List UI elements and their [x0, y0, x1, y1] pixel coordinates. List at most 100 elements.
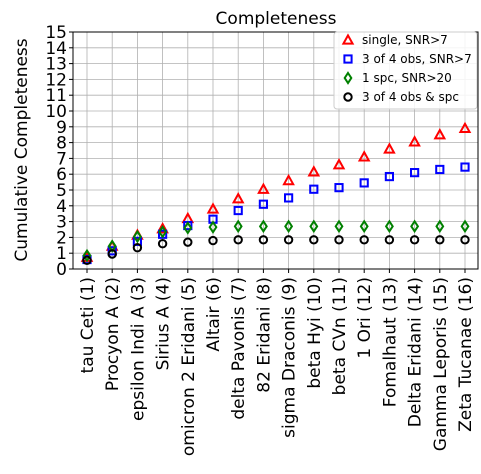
diamond-point	[258, 219, 268, 234]
diamond-point	[284, 219, 294, 234]
diamond-point	[309, 219, 319, 234]
square-point	[359, 178, 369, 188]
data-points	[80, 121, 472, 266]
circle-point	[359, 235, 369, 245]
series-circle	[82, 235, 470, 266]
circle-point	[435, 235, 445, 245]
y-tick-label: 1	[56, 244, 67, 264]
circle-point	[334, 235, 344, 245]
y-tick-label: 9	[56, 118, 67, 138]
y-tick-label: 7	[56, 149, 67, 169]
triangle-point	[231, 192, 245, 204]
y-tick-label: 12	[45, 70, 67, 90]
circle-point	[258, 235, 269, 245]
triangle-point	[408, 135, 421, 147]
triangle-point	[383, 142, 396, 154]
y-tick-label: 8	[56, 134, 67, 154]
x-tick-label: Delta Eridani (14)	[406, 277, 426, 427]
triangle-point	[156, 222, 169, 234]
diamond-point	[359, 219, 369, 234]
y-tick-label: 13	[45, 55, 67, 75]
y-tick-label: 15	[45, 23, 67, 43]
diamond-point	[334, 219, 344, 234]
triangle-point	[357, 150, 371, 162]
square-point	[107, 246, 117, 256]
circle-point	[208, 235, 218, 246]
legend-label: 1 spc, SNR>20	[362, 71, 452, 85]
triangle-point	[257, 182, 270, 194]
y-tick-label: 4	[56, 197, 67, 217]
circle-point	[409, 235, 420, 245]
circle-point	[82, 255, 92, 266]
square-point	[258, 199, 268, 209]
legend: single, SNR>7 3 of 4 obs, SNR>7 1 spc, SNR…	[333, 31, 478, 110]
x-tick-label: Procyon A (2)	[103, 277, 123, 391]
legend-diamond-marker	[343, 71, 353, 85]
diamond-point	[384, 219, 394, 234]
triangle-point	[458, 121, 472, 134]
diamond-point	[82, 248, 92, 263]
y-tick-label: 2	[56, 228, 67, 248]
y-tick-label: 11	[45, 86, 67, 106]
y-axis-label: Cumulative Completeness	[12, 38, 32, 261]
x-tick-label: 1 Ori (12)	[355, 277, 375, 359]
axis-ticks	[69, 31, 466, 273]
square-point	[410, 168, 420, 178]
y-tick-label: 6	[56, 165, 67, 185]
plot-frame	[72, 31, 479, 270]
circle-point	[384, 235, 395, 245]
circle-point	[157, 239, 168, 249]
circle-point	[183, 237, 193, 247]
legend-label: 3 of 4 obs, SNR>7	[362, 52, 472, 66]
x-tick-label: epsilon Indi A (3)	[128, 277, 148, 421]
legend-triangle-marker	[341, 33, 355, 45]
x-tick-labels: tau Ceti (1) Procyon A (2) epsilon Indi A …	[78, 277, 476, 456]
legend-label: single, SNR>7	[362, 33, 448, 47]
diamond-point	[410, 219, 420, 234]
circle-point	[233, 235, 243, 245]
square-point	[284, 193, 294, 203]
chart-title: Completeness	[216, 9, 337, 29]
diamond-point	[460, 219, 470, 234]
y-tick-label: 0	[56, 260, 67, 280]
diamond-point	[158, 225, 168, 239]
x-tick-label: 82 Eridani (8)	[254, 277, 274, 393]
x-tick-label: Fomalhaut (13)	[380, 277, 400, 407]
diamond-point	[183, 221, 193, 235]
y-tick-label: 14	[45, 39, 67, 59]
square-point	[233, 205, 243, 216]
x-tick-label: Sirius A (4)	[154, 277, 174, 370]
square-point	[309, 184, 319, 194]
diamond-point	[435, 219, 445, 234]
triangle-point	[282, 173, 295, 186]
x-tick-label: sigma Draconis (9)	[280, 277, 300, 438]
x-tick-label: omicron 2 Eridani (5)	[179, 277, 199, 456]
x-tick-label: Altair (6)	[204, 277, 224, 352]
legend-circle-marker	[343, 92, 353, 102]
circle-point	[460, 235, 470, 245]
y-tick-label: 10	[45, 102, 67, 122]
x-tick-label: tau Ceti (1)	[78, 277, 98, 373]
x-tick-label: delta Pavonis (7)	[229, 277, 249, 420]
x-tick-label: beta Hyi (10)	[305, 277, 325, 389]
square-point	[435, 164, 445, 175]
y-tick-label: 3	[56, 213, 67, 233]
diamond-point	[233, 219, 243, 234]
square-point	[334, 183, 344, 193]
series-diamond	[82, 219, 470, 263]
circle-point	[309, 235, 319, 245]
diamond-point	[208, 220, 218, 234]
legend-box	[333, 31, 478, 110]
triangle-point	[433, 128, 447, 140]
x-tick-label: beta CVn (11)	[330, 277, 350, 395]
x-tick-label: Gamma Leporis (15)	[431, 277, 451, 451]
circle-point	[132, 242, 143, 253]
triangle-point	[332, 158, 346, 170]
triangle-point	[307, 165, 321, 177]
square-point	[384, 171, 394, 182]
triangle-point	[206, 202, 220, 214]
legend-square-marker	[343, 54, 353, 64]
circle-point	[107, 249, 117, 259]
